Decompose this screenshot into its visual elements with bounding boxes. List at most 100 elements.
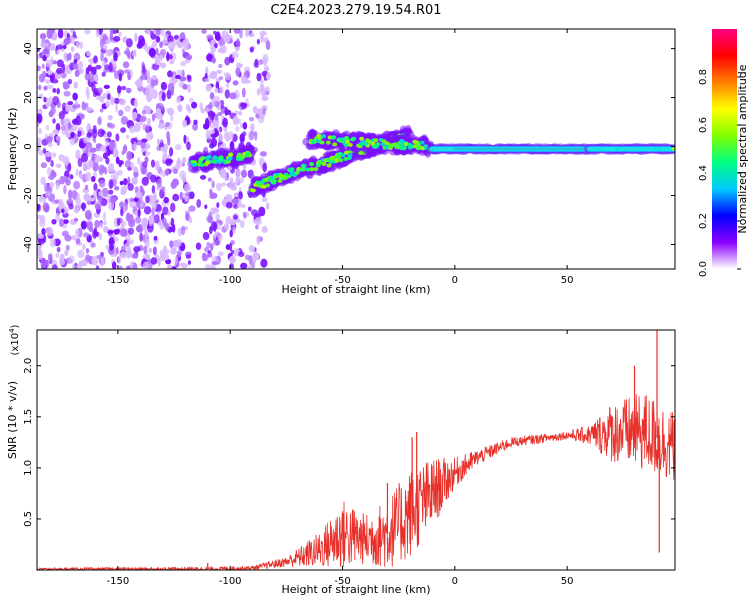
spectrogram-cell [42,54,47,62]
spectrogram-cell [344,136,350,140]
spectrogram-cell [44,151,53,157]
spectrogram-cell [113,51,118,62]
spectrogram-cell [189,216,193,224]
spectrogram-cell [299,167,305,172]
spectrogram-cell [145,151,151,156]
spectrogram-cell [236,152,242,157]
spectrogram-cell [184,195,189,203]
spectrogram-cell [321,134,326,139]
spectrogram-cell [103,220,107,226]
spectrogram-cell [95,29,100,38]
spectrogram-cell [166,264,173,269]
snr-spikes [207,330,674,569]
spectrogram-cell [150,89,158,100]
spectrogram-cell [95,64,102,70]
spectrogram-cell [100,51,104,62]
spectrogram-cell [165,258,172,265]
spectrogram-cell [160,169,167,178]
spectrogram-cell [38,127,42,135]
spectrogram-cell [154,55,161,66]
spectrogram-cell [96,95,104,101]
spectrogram-y-tick-label: -40 [23,236,34,252]
spectrogram-cell [155,29,162,36]
spectrogram-cell [671,147,675,151]
spectrogram-cell [109,29,114,34]
spectrogram-cell [206,53,213,62]
spectrogram-cell [189,191,195,200]
spectrogram-cell [201,29,207,34]
spectrogram-cell [84,29,91,35]
spectrogram-cell [171,223,176,233]
spectrogram-cell [44,45,50,55]
spectrogram-cell [224,89,230,99]
spectrogram-cell [181,39,189,47]
spectrogram-cell [94,203,102,210]
spectrogram-cell [317,160,323,164]
spectrogram-cell [119,251,127,259]
spectrogram-x-tick-label: -50 [334,275,350,286]
spectrogram-cell [181,156,187,164]
spectrogram-cell [122,144,128,154]
spectrogram-cell [47,41,51,48]
spectrogram-cell [73,81,79,89]
spectrogram-cell [119,180,124,186]
spectrogram-cell [160,81,168,91]
snr-y-tick-label: 1.5 [23,409,34,425]
snr-panel: -150 -100 -50 0 50 0.5 1.0 1.5 2.0 Height of st… [6,324,676,596]
spectrogram-cell [100,251,104,258]
spectrogram-cell [77,61,84,69]
spectrogram-cell [92,128,98,139]
spectrogram-cell [216,202,220,208]
spectrogram-cell [84,184,89,190]
spectrogram-cell [204,204,208,209]
spectrogram-cell [336,155,342,160]
spectrogram-cell [231,198,239,205]
colorbar: 0.0 0.2 0.4 0.6 0.8 Normalized spectral ampl… [698,29,749,277]
spectrogram-cell [107,229,114,235]
spectrogram-cell [309,162,315,167]
spectrogram-cell [75,198,82,205]
spectrogram-cell [215,114,219,121]
spectrogram-cell [39,215,46,224]
spectrogram-cell [73,58,78,65]
spectrogram-cell [169,146,174,157]
spectrogram-cell [265,202,270,210]
spectrogram-cell [365,138,370,143]
spectrogram-cell [113,35,121,42]
spectrogram-panel: -150 -100 -50 0 50 -40 -20 0 20 40 Height of str… [6,28,676,296]
spectrogram-cell [134,186,139,194]
spectrogram-cell [258,157,265,166]
spectrogram-cell [67,122,72,130]
spectrogram-cell [98,232,103,241]
spectrogram-cell [150,159,156,168]
spectrogram-cell [73,180,81,190]
spectrogram-cell [218,63,223,69]
spectrogram-cell [129,125,136,134]
spectrogram-cell [363,141,369,146]
spectrogram-cell [218,75,224,81]
spectrogram-cell [148,221,153,227]
spectrogram-cell [45,101,51,108]
spectrogram-cell [51,218,57,225]
spectrogram-cell [245,70,251,79]
spectrogram-cell [249,32,255,38]
spectrogram-cell [132,111,138,120]
spectrogram-cell [185,254,192,259]
spectrogram-cell [262,56,268,66]
spectrogram-cell [223,131,230,141]
spectrogram-cell [176,250,182,258]
spectrogram-cell [148,215,155,225]
snr-series-line [37,394,675,570]
spectrogram-cell [108,179,114,190]
spectrogram-cell [232,115,239,126]
spectrogram-y-label: Frequency (Hz) [6,108,19,191]
spectrogram-cell [139,232,143,242]
spectrogram-cell [167,41,176,50]
spectrogram-cell [49,74,54,83]
spectrogram-cell [219,86,224,95]
spectrogram-cell [249,46,254,53]
spectrogram-cell [159,41,164,49]
spectrogram-cell [163,143,168,153]
spectrogram-cell [48,174,55,180]
spectrogram-cell [135,78,143,88]
